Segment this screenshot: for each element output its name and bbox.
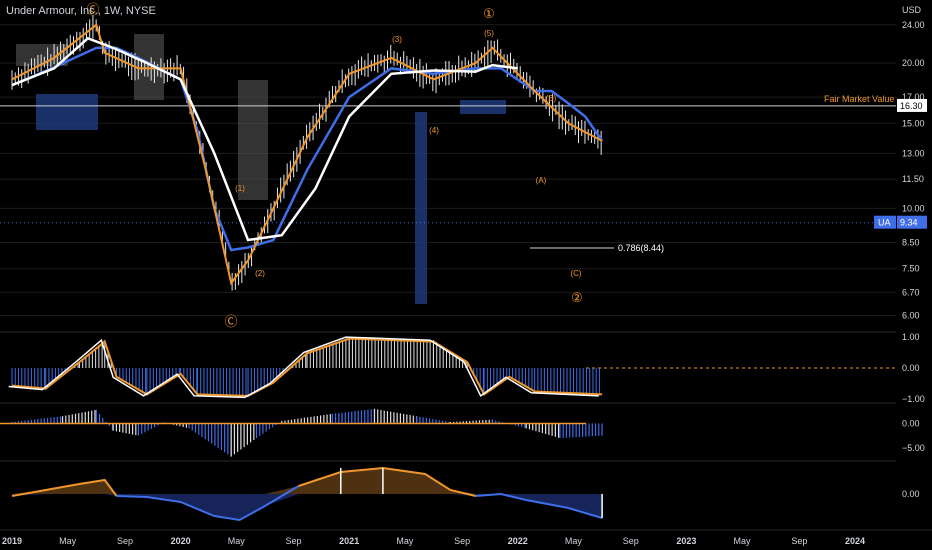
y-tick-label: 6.00 (902, 311, 920, 321)
y-tick-label: 6.70 (902, 287, 920, 297)
y-tick-label: 20.00 (902, 58, 925, 68)
wave-label: (1) (235, 184, 245, 193)
fair-market-value-price: 16.30 (900, 101, 923, 111)
oscillator-1-main-line (8, 336, 599, 399)
oscillator-2-tick: −5.00 (902, 443, 925, 453)
wave-label: Ⓒ (224, 314, 237, 329)
y-tick-label: 13.00 (902, 148, 925, 158)
y-tick-label: 15.00 (902, 118, 925, 128)
wave-label: ① (483, 6, 495, 21)
currency-label: USD (902, 5, 922, 15)
x-tick-label: Sep (117, 536, 133, 546)
oscillator-3-line (298, 466, 476, 497)
oscillator-1-tick: 0.00 (902, 363, 920, 373)
wave-label: (A) (536, 176, 547, 185)
y-tick-label: 8.50 (902, 237, 920, 247)
wave-label: (B) (546, 94, 557, 103)
wave-label: (5) (484, 29, 494, 38)
x-tick-label: Sep (623, 536, 639, 546)
y-tick-label: 17.00 (902, 92, 925, 102)
y-tick-label: 7.50 (902, 264, 920, 274)
wave-label: (2) (255, 269, 265, 278)
x-tick-label: May (59, 536, 77, 546)
x-tick-label: Sep (454, 536, 470, 546)
oscillator-1-tick: 1.00 (902, 332, 920, 342)
y-tick-label: 10.00 (902, 203, 925, 213)
shade-blue-zone (36, 94, 98, 130)
shade-blue-zone (415, 112, 427, 304)
fair-market-value-tag (897, 98, 927, 112)
ticker-label: UA (878, 218, 891, 228)
y-tick-label: 24.00 (902, 20, 925, 30)
fib-level-label: 0.786(8.44) (618, 243, 664, 253)
blue-moving-average-line (11, 46, 604, 252)
x-tick-label: 2023 (676, 536, 696, 546)
oscillator-3-line (116, 485, 300, 522)
fair-market-value-label: Fair Market Value (824, 94, 894, 104)
y-tick-label: 11.50 (902, 174, 924, 184)
oscillator-3-line (11, 478, 118, 497)
ticker-tag (874, 215, 896, 229)
last-price-value: 9.34 (900, 218, 918, 228)
wave-label: (4) (429, 126, 439, 135)
x-tick-label: 2019 (2, 536, 22, 546)
shade-gray-zone (238, 80, 268, 200)
oscillator-3-positive-area (12, 468, 603, 494)
last-price-tag (897, 215, 927, 229)
x-tick-label: Sep (286, 536, 302, 546)
wave-label: ② (571, 290, 583, 305)
x-tick-label: May (396, 536, 414, 546)
oscillator-3-line (475, 492, 603, 519)
x-tick-label: May (565, 536, 583, 546)
shade-gray-zone (16, 44, 68, 66)
oscillator-3-negative-area (12, 494, 603, 520)
x-tick-label: May (734, 536, 752, 546)
x-tick-label: 2022 (508, 536, 528, 546)
x-tick-label: 2024 (845, 536, 865, 546)
chart-title: Under Armour, Inc., 1W, NYSE (6, 5, 156, 17)
x-tick-label: May (228, 536, 246, 546)
x-tick-label: 2021 (339, 536, 359, 546)
oscillator-1-tick: −1.00 (902, 394, 925, 404)
orange-moving-average-line (11, 23, 603, 286)
oscillator-3-tick: 0.00 (902, 489, 920, 499)
oscillator-2-tick: 0.00 (902, 418, 920, 428)
x-tick-label: Sep (791, 536, 807, 546)
wave-label: (3) (392, 35, 402, 44)
wave-label: (C) (570, 269, 581, 278)
shade-blue-zone (460, 100, 506, 114)
x-tick-label: 2020 (171, 536, 191, 546)
white-moving-average-line (11, 36, 518, 242)
wave-label: Ⓒ (86, 2, 99, 17)
